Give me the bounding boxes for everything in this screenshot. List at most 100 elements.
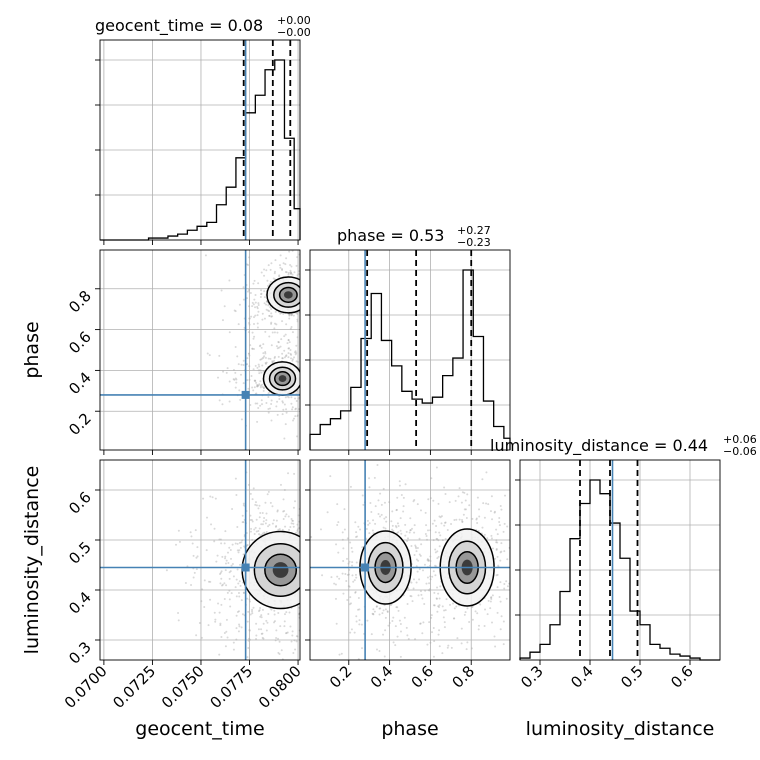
sample-point xyxy=(256,305,259,308)
sample-point xyxy=(235,578,238,581)
sample-point xyxy=(251,520,254,523)
sample-point xyxy=(286,395,289,398)
sample-point xyxy=(391,619,394,622)
sample-point xyxy=(246,597,249,600)
sample-point xyxy=(236,611,239,614)
sample-point xyxy=(234,386,237,389)
sample-point xyxy=(228,400,231,403)
sample-point xyxy=(285,408,288,411)
sample-point xyxy=(258,609,261,612)
sample-point xyxy=(506,585,509,588)
sample-point xyxy=(265,303,268,306)
sample-point xyxy=(236,525,239,528)
sample-point xyxy=(345,579,348,582)
sample-point xyxy=(435,597,438,600)
sample-point xyxy=(466,641,469,644)
sample-point xyxy=(251,305,254,308)
truth-marker xyxy=(361,563,370,572)
sample-point xyxy=(394,524,397,527)
sample-point xyxy=(240,599,243,602)
sample-point xyxy=(499,581,502,584)
sample-point xyxy=(361,647,364,650)
sample-point xyxy=(355,561,358,564)
x-tick-label: 0.0750 xyxy=(158,662,208,712)
sample-point xyxy=(437,555,440,558)
sample-point xyxy=(230,564,233,567)
sample-point xyxy=(438,515,441,518)
density-layer xyxy=(310,463,510,660)
sample-point xyxy=(238,625,241,628)
sample-point xyxy=(443,524,446,527)
sample-point xyxy=(377,513,380,516)
sample-point xyxy=(229,605,232,608)
sample-point xyxy=(296,435,299,438)
sample-point xyxy=(383,655,386,658)
sample-point xyxy=(189,531,192,534)
sample-point xyxy=(258,527,261,530)
sample-point xyxy=(243,545,246,548)
sample-point xyxy=(478,508,481,511)
sample-point xyxy=(235,378,238,381)
sample-point xyxy=(358,619,361,622)
sample-point xyxy=(396,496,399,499)
sample-point xyxy=(264,501,267,504)
sample-point xyxy=(416,570,419,573)
sample-point xyxy=(264,356,267,359)
x-tick-label: 0.3 xyxy=(517,662,547,692)
sample-point xyxy=(284,270,287,273)
sample-point xyxy=(291,331,294,334)
sample-point xyxy=(249,403,252,406)
sample-point xyxy=(417,594,420,597)
sample-point xyxy=(285,257,288,260)
sample-point xyxy=(423,603,426,606)
sample-point xyxy=(503,522,506,525)
sample-point xyxy=(449,603,452,606)
sample-point xyxy=(402,505,405,508)
sample-point xyxy=(220,577,223,580)
sample-point xyxy=(234,371,237,374)
sample-point xyxy=(242,591,245,594)
sample-point xyxy=(477,624,480,627)
sample-point xyxy=(271,522,274,525)
title-geocent-time-minus: −0.00 xyxy=(277,26,311,39)
sample-point xyxy=(369,501,372,504)
sample-point xyxy=(246,290,249,293)
sample-point xyxy=(279,266,282,269)
sample-point xyxy=(394,625,397,628)
sample-point xyxy=(291,408,294,411)
sample-point xyxy=(276,331,279,334)
sample-point xyxy=(491,547,494,550)
sample-point xyxy=(256,385,259,388)
sample-point xyxy=(422,621,425,624)
sample-point xyxy=(429,559,432,562)
sample-point xyxy=(223,582,226,585)
sample-point xyxy=(279,625,282,628)
sample-point xyxy=(228,546,231,549)
sample-point xyxy=(421,632,424,635)
sample-point xyxy=(286,631,289,634)
sample-point xyxy=(218,611,221,614)
sample-point xyxy=(290,313,293,316)
sample-point xyxy=(256,314,259,317)
sample-point xyxy=(399,623,402,626)
sample-point xyxy=(251,608,254,611)
sample-point xyxy=(259,380,262,383)
sample-point xyxy=(356,535,359,538)
sample-point xyxy=(239,398,242,401)
sample-point xyxy=(237,591,240,594)
sample-point xyxy=(235,493,238,496)
sample-point xyxy=(388,621,391,624)
sample-point xyxy=(455,518,458,521)
sample-point xyxy=(464,508,467,511)
sample-point xyxy=(362,503,365,506)
sample-point xyxy=(481,526,484,529)
sample-point xyxy=(273,327,276,330)
sample-point xyxy=(269,280,272,283)
sample-point xyxy=(277,651,280,654)
sample-point xyxy=(270,344,273,347)
sample-point xyxy=(226,636,229,639)
sample-point xyxy=(402,496,405,499)
sample-point xyxy=(258,383,261,386)
sample-point xyxy=(253,323,256,326)
sample-point xyxy=(273,613,276,616)
